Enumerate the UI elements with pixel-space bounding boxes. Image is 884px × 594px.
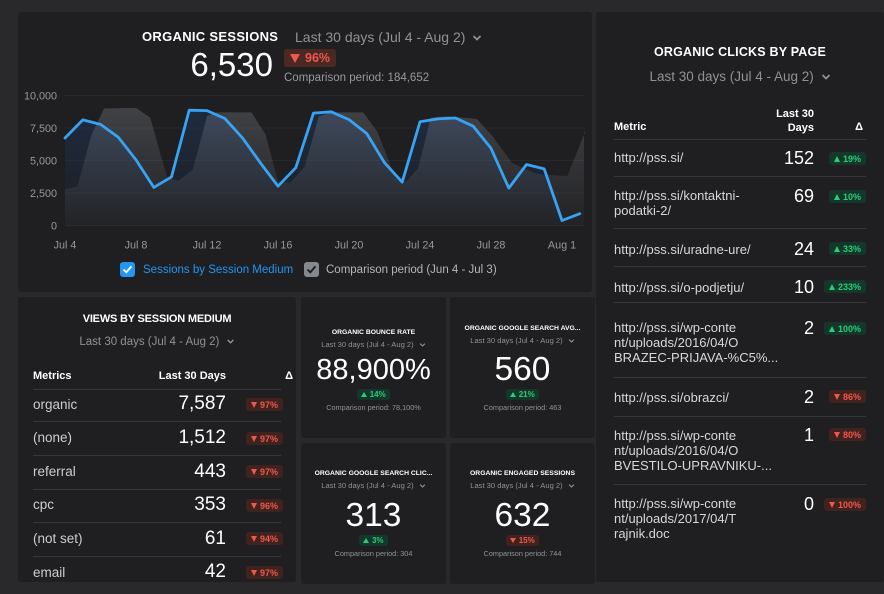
- svg-text:0: 0: [51, 221, 57, 233]
- svg-text:5,000: 5,000: [30, 156, 57, 168]
- svg-text:Aug 1: Aug 1: [548, 240, 576, 252]
- svg-text:Jul 16: Jul 16: [264, 240, 293, 252]
- svg-text:Jul 4: Jul 4: [54, 240, 77, 252]
- svg-text:10,000: 10,000: [24, 91, 57, 103]
- svg-text:Jul 12: Jul 12: [193, 240, 222, 252]
- svg-text:2,500: 2,500: [30, 188, 57, 200]
- svg-text:7,500: 7,500: [30, 123, 57, 135]
- svg-text:Jul 28: Jul 28: [477, 240, 506, 252]
- svg-text:Jul 24: Jul 24: [406, 240, 435, 252]
- svg-text:Jul 20: Jul 20: [335, 240, 364, 252]
- svg-text:Jul 8: Jul 8: [125, 240, 148, 252]
